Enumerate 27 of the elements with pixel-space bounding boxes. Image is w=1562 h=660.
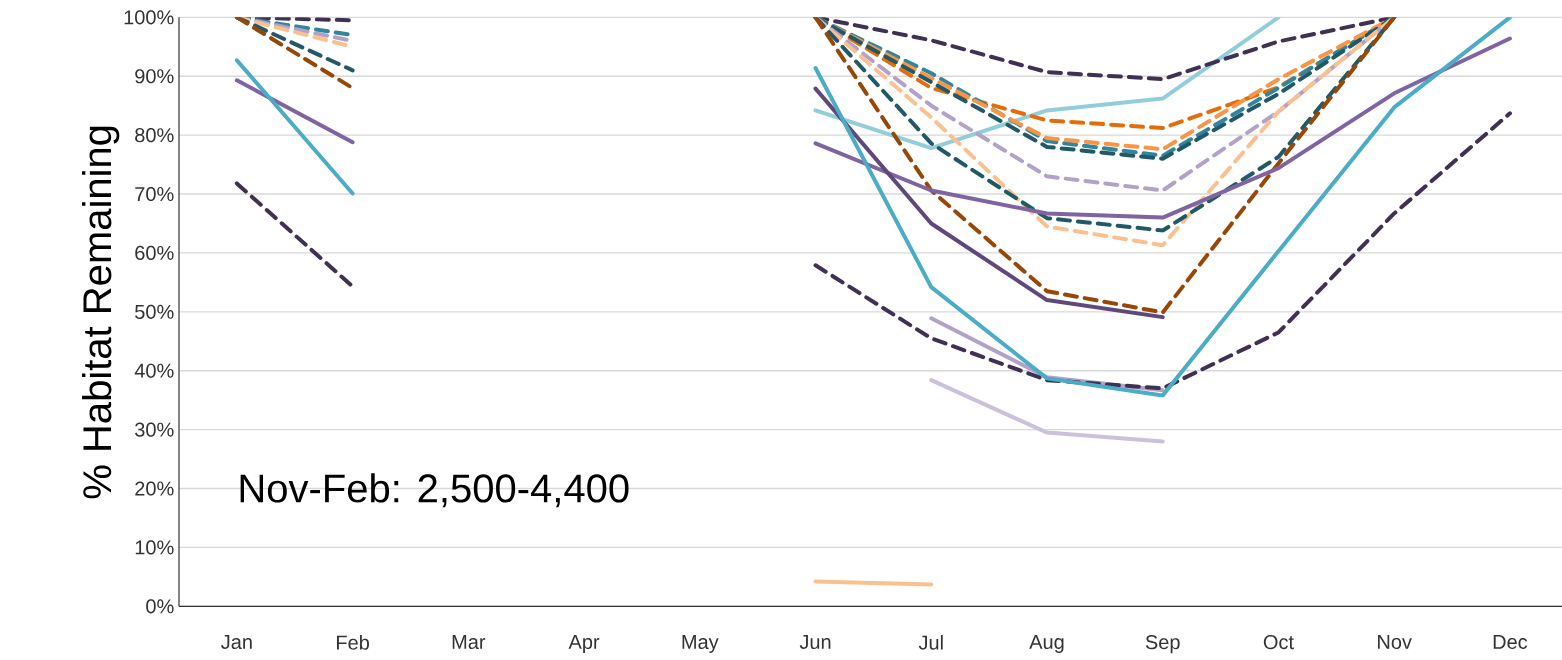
x-tick-label: Mar bbox=[452, 634, 486, 649]
x-tick-label: Jan bbox=[221, 634, 252, 649]
y-tick-label: 40% bbox=[134, 363, 174, 378]
y-tick-label: 30% bbox=[135, 422, 174, 437]
x-tick-label: Jun bbox=[799, 634, 831, 649]
line-series bbox=[813, 17, 1281, 150]
y-tick-label: 20% bbox=[135, 481, 174, 496]
y-tick-label: 100% bbox=[124, 10, 174, 25]
x-tick-label: Nov bbox=[1378, 634, 1412, 649]
y-tick-label: 50% bbox=[135, 304, 174, 319]
y-tick-label: 10% bbox=[135, 540, 174, 555]
x-tick-label: Oct bbox=[1263, 634, 1294, 650]
x-tick-label: May bbox=[682, 634, 719, 653]
line-series bbox=[813, 86, 1165, 319]
x-tick-label: Jul bbox=[918, 634, 943, 650]
y-tick-label: 60% bbox=[135, 245, 174, 260]
y-tick-label: 0% bbox=[146, 599, 174, 614]
x-tick-label: Feb bbox=[337, 634, 369, 650]
y-axis-title: % Habitat Remaining bbox=[82, 126, 120, 499]
x-tick-label: Apr bbox=[568, 634, 600, 653]
annotation: Nov-Feb: 2,500-4,400 bbox=[240, 473, 629, 508]
y-tick-label: 90% bbox=[135, 68, 174, 84]
x-tick-label: Dec bbox=[1493, 634, 1528, 649]
x-tick-label: Sep bbox=[1145, 634, 1180, 653]
y-tick-label: 70% bbox=[135, 186, 174, 201]
x-tick-label: Aug bbox=[1029, 634, 1064, 653]
y-tick-label: 80% bbox=[135, 127, 174, 143]
